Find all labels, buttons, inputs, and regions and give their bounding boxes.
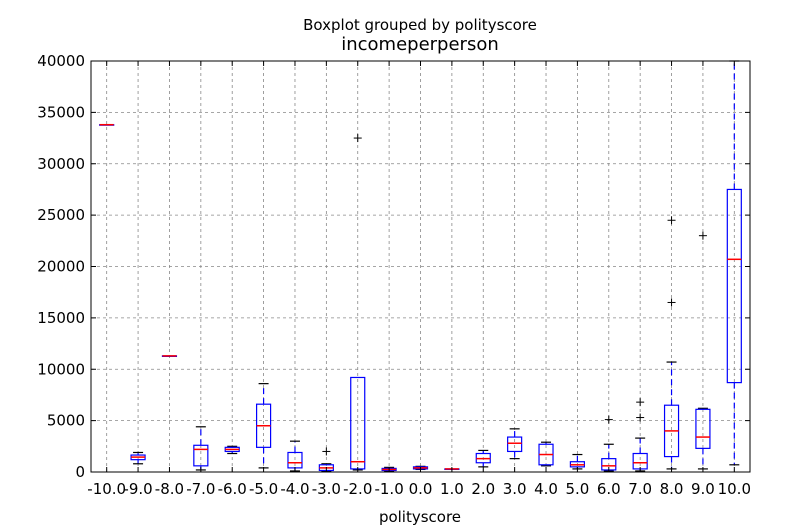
x-tick-label: 3.0 <box>503 480 527 498</box>
box-iqr <box>726 188 742 384</box>
x-tick-label: 9.0 <box>691 480 715 498</box>
chart-suptitle: Boxplot grouped by polityscore <box>303 16 537 34</box>
x-tick-label: 6.0 <box>597 480 621 498</box>
x-axis-label: polityscore <box>379 508 461 526</box>
box--5.0 <box>255 383 272 469</box>
x-tick-label: 5.0 <box>565 480 589 498</box>
box-2.0 <box>475 449 491 468</box>
box--10.0 <box>99 123 115 126</box>
y-axis: 0 5000 10000 15000 20000 25000 30000 35000 40000 <box>37 52 750 481</box>
y-tick-label: 30000 <box>37 155 85 173</box>
x-tick-label: -5.0 <box>249 480 278 498</box>
y-tick-label: 15000 <box>37 309 85 327</box>
x-tick-label: 1.0 <box>440 480 464 498</box>
x-tick-label: -2.0 <box>343 480 372 498</box>
x-tick-label: 4.0 <box>534 480 558 498</box>
box-iqr <box>507 436 523 453</box>
x-tick-label: -6.0 <box>218 480 247 498</box>
x-tick-label: -1.0 <box>374 480 403 498</box>
x-tick-label: -8.0 <box>155 480 184 498</box>
x-tick-label: 8.0 <box>660 480 684 498</box>
grid-lines <box>91 61 750 472</box>
box-iqr <box>695 408 711 449</box>
y-tick-label: 40000 <box>37 52 85 70</box>
box-9.0 <box>695 231 711 470</box>
y-tick-label: 5000 <box>47 412 85 430</box>
y-tick-label: 0 <box>75 463 85 481</box>
x-tick-label: -10.0 <box>87 480 126 498</box>
y-tick-label: 25000 <box>37 206 85 224</box>
box--7.0 <box>193 426 209 471</box>
y-tick-label: 35000 <box>37 103 85 121</box>
box-iqr <box>193 444 209 467</box>
x-axis: -10.0-9.0 -8.0 -7.0 -6.0 -5.0 -4.0 -3.0 -2.0 -1.… <box>87 61 751 498</box>
x-tick-label: -3.0 <box>312 480 341 498</box>
x-tick-label: -4.0 <box>280 480 309 498</box>
x-tick-label: 10.0 <box>718 480 751 498</box>
box--9.0 <box>130 451 146 465</box>
box--8.0 <box>161 355 178 357</box>
x-tick-label: -7.0 <box>186 480 215 498</box>
x-tick-label: 7.0 <box>628 480 652 498</box>
box--6.0 <box>224 445 240 455</box>
chart-title: incomeperperson <box>341 34 499 55</box>
box-iqr <box>632 452 648 470</box>
y-tick-label: 10000 <box>37 360 85 378</box>
box-5.0 <box>569 453 586 470</box>
x-tick-label: 2.0 <box>471 480 495 498</box>
y-tick-label: 20000 <box>37 258 85 276</box>
box-4.0 <box>538 441 554 467</box>
box-8.0 <box>663 216 680 470</box>
box-3.0 <box>507 428 523 460</box>
x-tick-label: 0.0 <box>409 480 433 498</box>
box-10.0 <box>726 60 742 466</box>
x-tick-label: -9.0 <box>123 480 152 498</box>
